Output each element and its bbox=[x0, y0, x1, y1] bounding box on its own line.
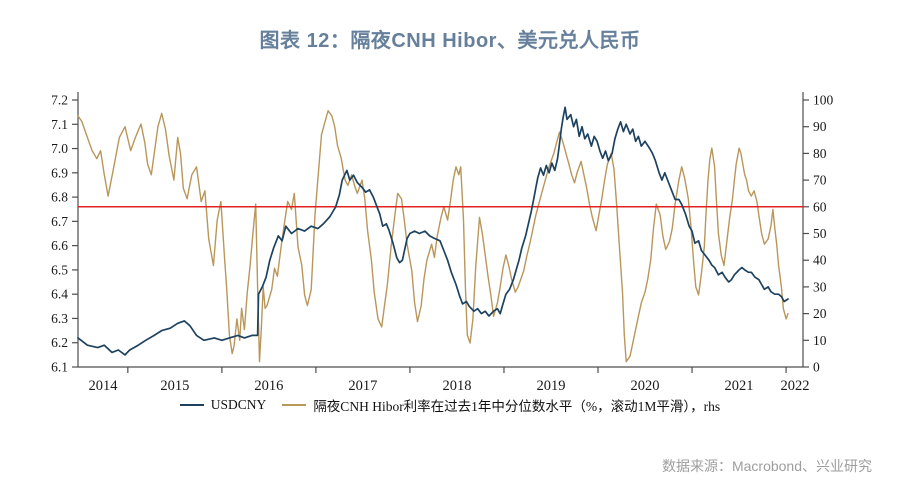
x-axis-year-label: 2017 bbox=[348, 378, 377, 394]
y-left-tick-label: 6.9 bbox=[51, 165, 68, 180]
figure-title: 图表 12：隔夜CNH Hibor、美元兑人民币 bbox=[259, 30, 641, 52]
y-right-tick-label: 90 bbox=[813, 119, 827, 134]
x-axis-year-label: 2020 bbox=[631, 378, 660, 394]
y-left-tick-label: 7.1 bbox=[51, 117, 68, 132]
y-right-tick-label: 80 bbox=[813, 146, 827, 161]
x-axis-year-label: 2016 bbox=[254, 378, 283, 394]
y-left-tick-label: 7.2 bbox=[51, 93, 68, 108]
legend-item-hibor-percentile: 隔夜CNH Hibor利率在过去1年中分位数水平（%，滚动1M平滑），rhs bbox=[282, 395, 720, 415]
y-left-tick-label: 6.2 bbox=[51, 335, 68, 350]
y-left-tick-label: 6.6 bbox=[51, 238, 68, 253]
x-axis-year-label: 2018 bbox=[442, 378, 471, 394]
legend-swatch-hibor-icon bbox=[282, 404, 307, 406]
y-right-tick-label: 50 bbox=[813, 226, 827, 241]
legend-item-usdcny: USDCNY bbox=[179, 397, 267, 413]
y-left-tick-label: 6.7 bbox=[51, 214, 68, 229]
legend-label-usdcny: USDCNY bbox=[210, 397, 267, 412]
y-right-tick-label: 70 bbox=[813, 173, 827, 188]
y-right-tick-label: 30 bbox=[813, 279, 827, 294]
y-left-tick-label: 6.5 bbox=[51, 262, 68, 277]
y-right-tick-label: 100 bbox=[813, 93, 834, 108]
x-axis-year-label: 2014 bbox=[89, 378, 119, 394]
legend-label-hibor-percentile: 隔夜CNH Hibor利率在过去1年中分位数水平（%，滚动1M平滑），rhs bbox=[313, 399, 721, 414]
y-right-tick-label: 0 bbox=[813, 360, 820, 375]
x-axis-year-label: 2015 bbox=[160, 378, 189, 394]
data-source-note: 数据来源：Macrobond、兴业研究 bbox=[661, 458, 872, 474]
y-right-tick-label: 10 bbox=[813, 333, 827, 348]
hibor-percentile-line bbox=[77, 109, 789, 363]
usdcny-line bbox=[77, 106, 789, 356]
legend-swatch-usdcny-icon bbox=[179, 404, 204, 406]
x-axis-year-label: 2021 bbox=[725, 378, 754, 394]
x-axis-year-label: 2019 bbox=[536, 378, 565, 394]
y-left-tick-label: 6.3 bbox=[51, 311, 68, 326]
y-left-tick-label: 7.0 bbox=[51, 141, 68, 156]
y-right-tick-label: 60 bbox=[813, 199, 827, 214]
chart-legend: USDCNY 隔夜CNH Hibor利率在过去1年中分位数水平（%，滚动1M平滑… bbox=[0, 395, 900, 415]
y-left-tick-label: 6.8 bbox=[51, 190, 68, 205]
y-right-tick-label: 40 bbox=[813, 253, 827, 268]
y-right-tick-label: 20 bbox=[813, 306, 827, 321]
y-left-tick-label: 6.4 bbox=[51, 287, 68, 302]
y-left-tick-label: 6.1 bbox=[51, 360, 68, 375]
x-axis-year-label: 2022 bbox=[781, 378, 810, 394]
